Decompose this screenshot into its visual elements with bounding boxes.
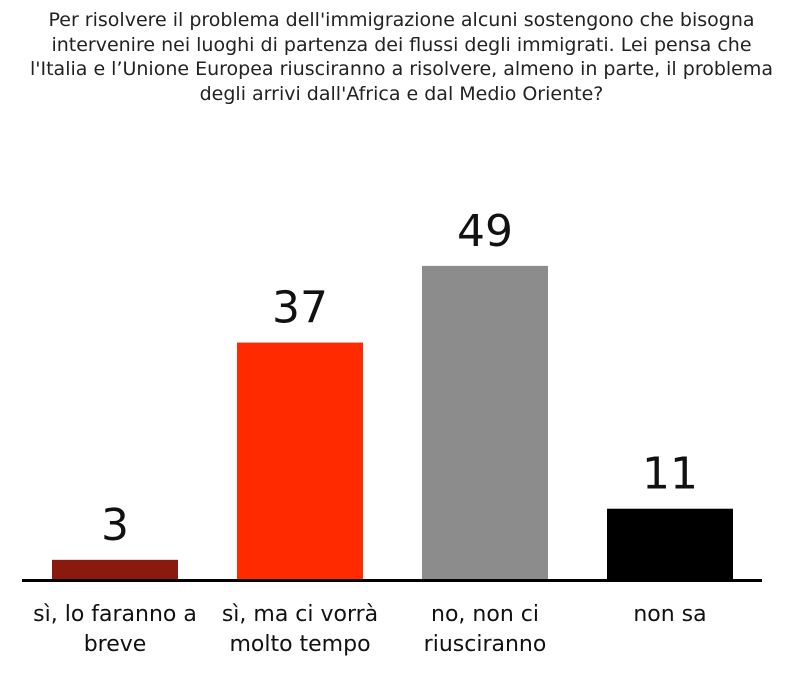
value-label: 11 xyxy=(642,449,698,500)
value-label: 49 xyxy=(457,206,513,257)
x-tick-label: no, non ci riusciranno xyxy=(423,602,547,657)
x-tick-label: sì, lo faranno a breve xyxy=(33,602,197,657)
x-tick-label: sì, ma ci vorrà molto tempo xyxy=(221,602,379,657)
bar xyxy=(237,342,363,579)
value-label: 37 xyxy=(272,283,328,334)
x-tick-label: non sa xyxy=(633,602,707,627)
bar xyxy=(422,265,548,579)
bar xyxy=(52,559,178,579)
bar xyxy=(607,508,733,579)
value-label: 3 xyxy=(101,500,129,551)
chart-title: Per risolvere il problema dell'immigrazi… xyxy=(30,9,774,105)
